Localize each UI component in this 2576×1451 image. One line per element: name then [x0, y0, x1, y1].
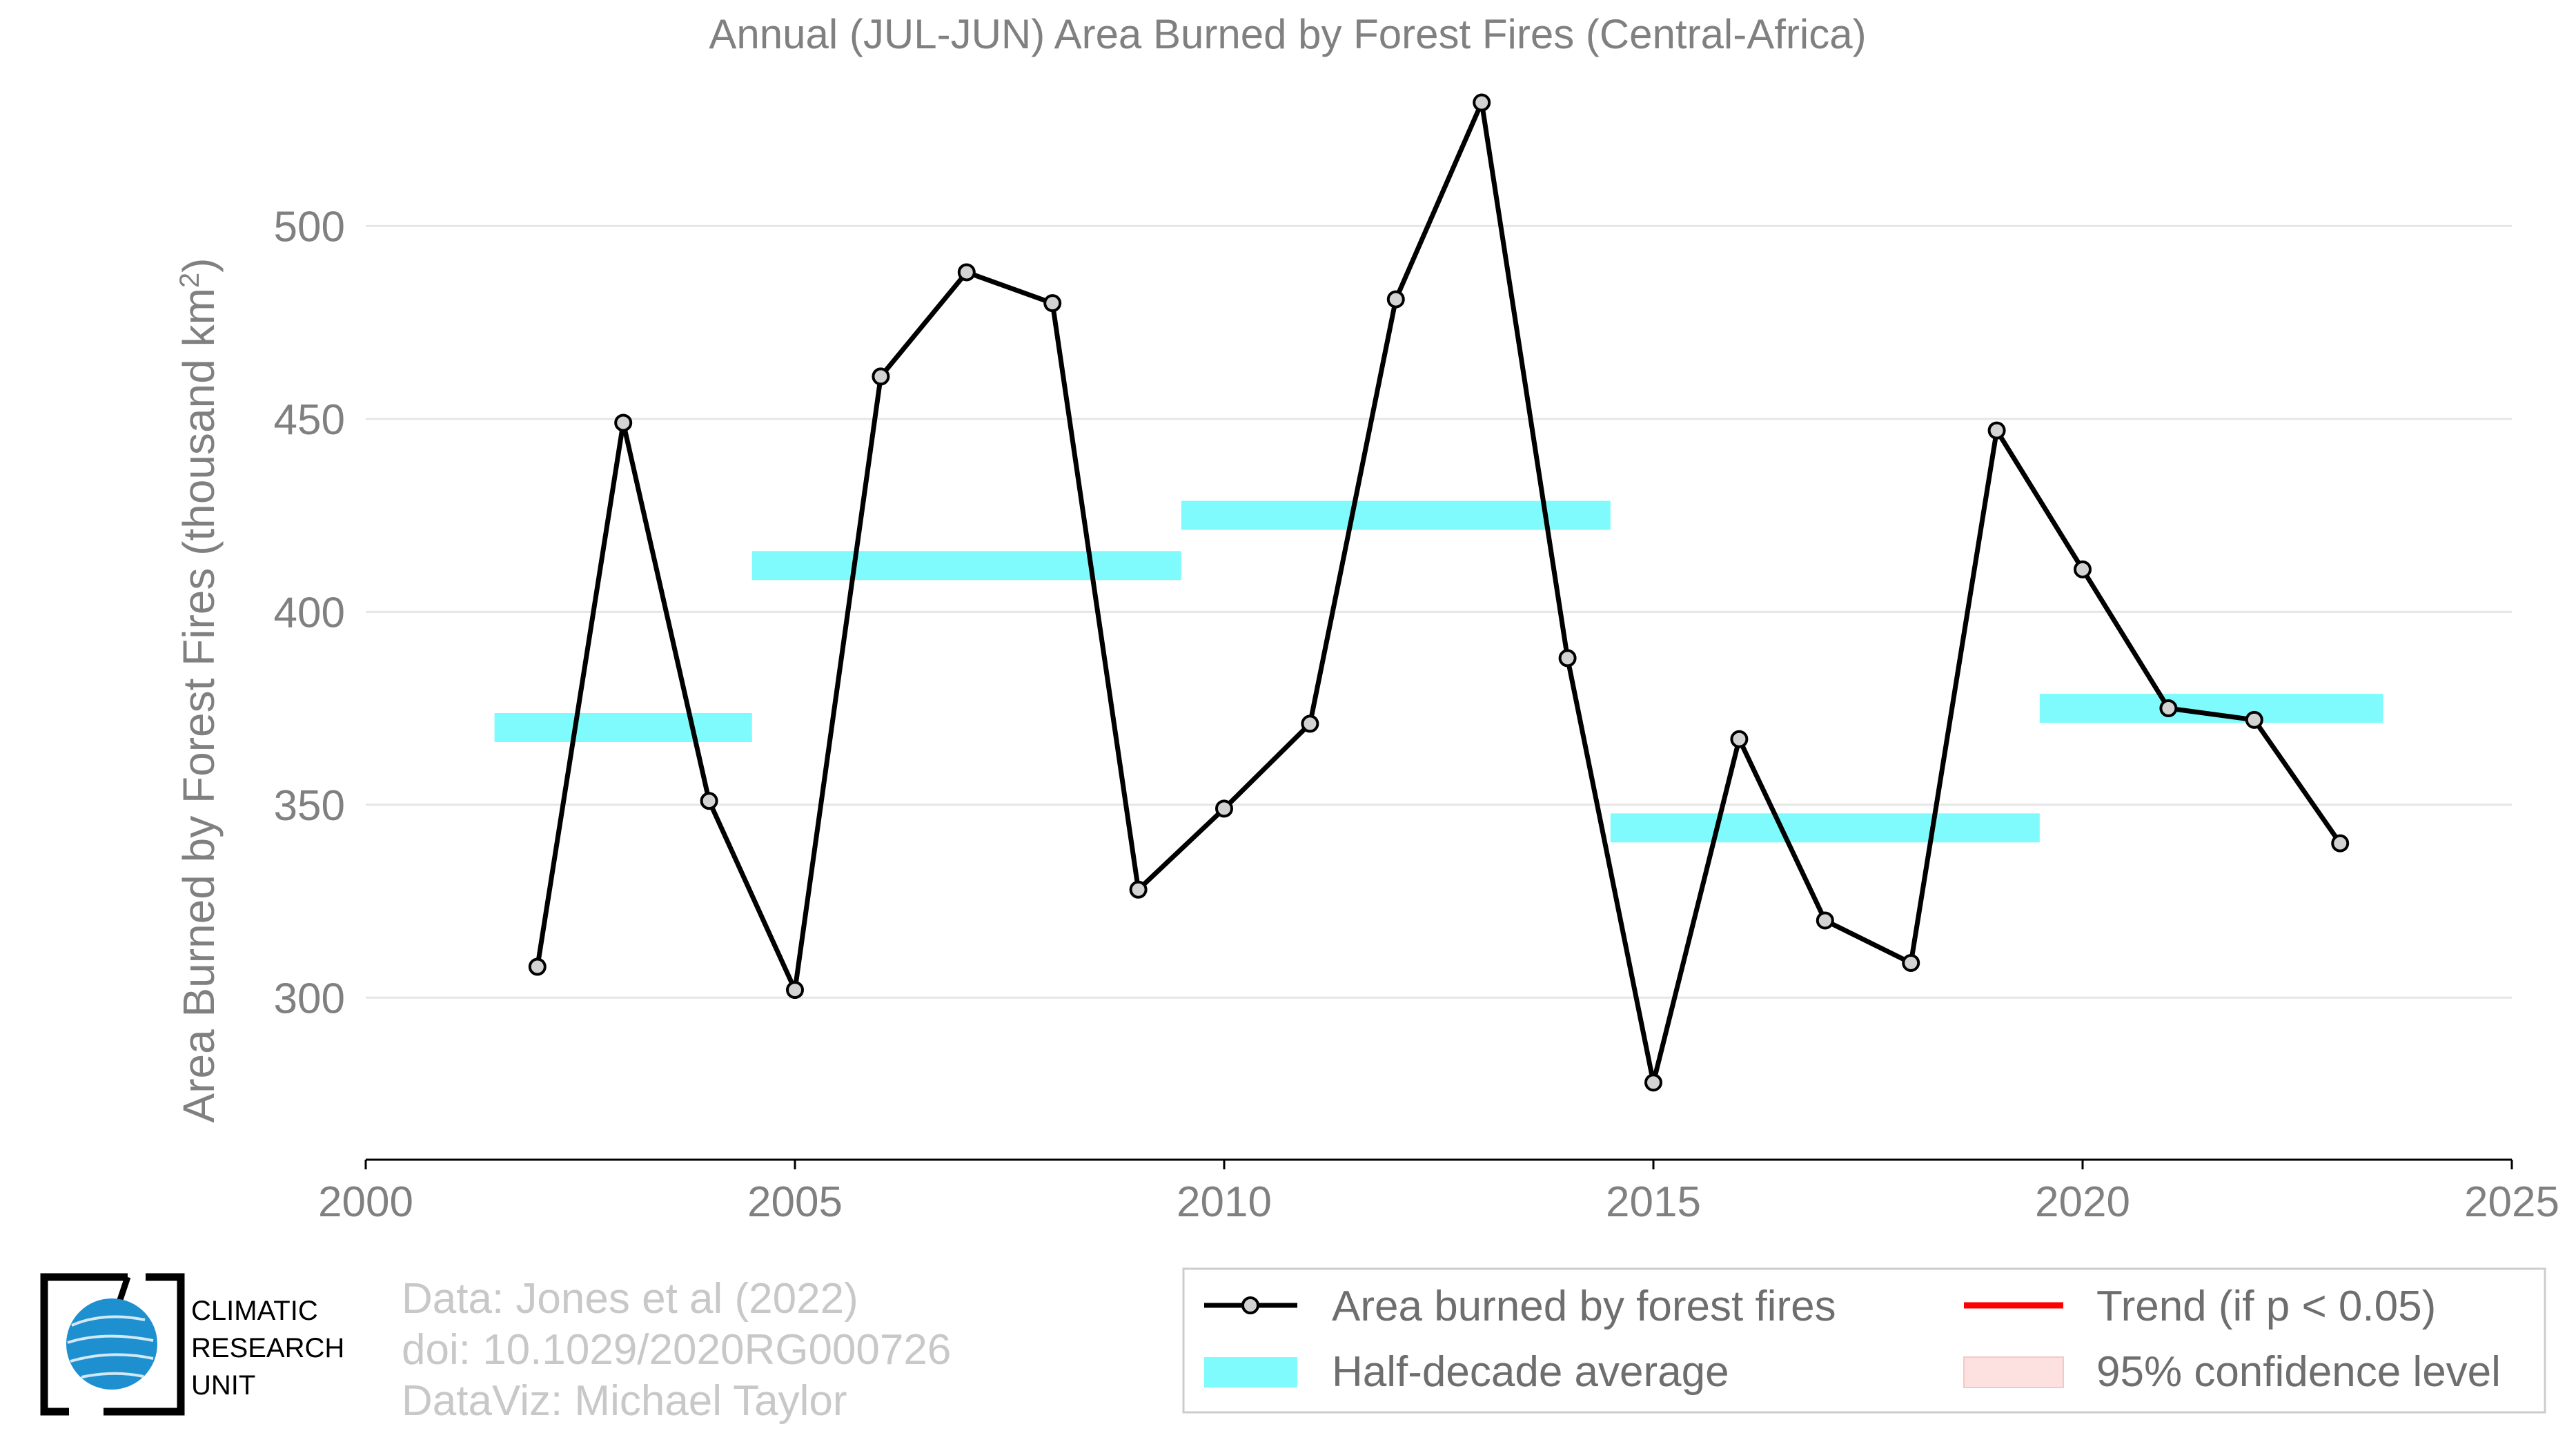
y-axis-tick-labels: 300 350 400 450 500 [274, 203, 345, 1022]
data-point-2019 [1987, 421, 2006, 440]
data-point-2002 [528, 957, 547, 976]
half-decade-average-bars [494, 500, 2383, 843]
data-point-2005 [786, 981, 804, 1000]
data-point-2017 [1816, 911, 1834, 930]
data-point-2004 [700, 792, 718, 810]
credits-data: Data: Jones et al (2022) [402, 1275, 858, 1323]
area-burned-series [528, 93, 2350, 1092]
y-tick-label-350: 350 [274, 782, 345, 830]
series-line [535, 100, 2343, 1085]
logo-text-unit: UNIT [191, 1370, 255, 1401]
half-decade-bar-0 [494, 713, 752, 742]
data-point-2011 [1301, 714, 1319, 733]
chart-title: Annual (JUL-JUN) Area Burned by Forest F… [709, 11, 1866, 57]
legend-entry-half-decade: Half-decade average [1204, 1348, 1729, 1396]
credits-dataviz: DataViz: Michael Taylor [402, 1377, 847, 1425]
data-point-2010 [1215, 799, 1233, 818]
legend: Area burned by forest fires Trend (if p … [1182, 1267, 2546, 1414]
x-tick-label-2010: 2010 [1177, 1178, 1272, 1226]
logo-text-research: RESEARCH [191, 1333, 344, 1363]
data-point-2023 [2331, 834, 2350, 853]
globe-icon [66, 1298, 157, 1390]
legend-label-area-burned: Area burned by forest fires [1332, 1283, 1836, 1330]
half-decade-bar-4 [2039, 694, 2383, 723]
y-axis-label-text: Area Burned by Forest Fires (thousand km [174, 288, 224, 1122]
data-point-2012 [1386, 290, 1405, 309]
data-point-2015 [1644, 1073, 1662, 1092]
half-decade-bar-3 [1610, 813, 2040, 843]
legend-entry-area-burned: Area burned by forest fires [1204, 1283, 1836, 1330]
x-tick-label-2000: 2000 [318, 1178, 413, 1226]
logo-bracket-right [104, 1273, 185, 1416]
x-tick-label-2015: 2015 [1606, 1178, 1701, 1226]
x-tick-label-2005: 2005 [747, 1178, 843, 1226]
legend-swatch-half-decade [1204, 1357, 1297, 1387]
logo-bracket-left [40, 1273, 128, 1416]
half-decade-bar-1 [751, 551, 1181, 581]
y-tick-label-400: 400 [274, 589, 345, 636]
data-point-2009 [1129, 880, 1148, 899]
legend-swatch-confidence [1963, 1356, 2064, 1388]
legend-entry-trend: Trend (if p < 0.05) [1964, 1283, 2436, 1330]
half-decade-bar-2 [1181, 500, 1611, 530]
y-axis-label-superscript: 2 [175, 273, 205, 288]
data-point-2003 [614, 413, 633, 432]
data-point-2014 [1558, 649, 1577, 668]
credits-doi: doi: 10.1029/2020RG000726 [402, 1326, 951, 1374]
data-point-2021 [2159, 699, 2178, 718]
x-tick-label-2025: 2025 [2464, 1178, 2559, 1226]
data-point-2013 [1473, 93, 1491, 112]
data-point-2007 [957, 263, 976, 282]
logo-text-climatic: CLIMATIC [191, 1296, 318, 1326]
grid-lines [366, 224, 2512, 999]
cru-logo: CLIMATIC RESEARCH UNIT [40, 1273, 344, 1416]
data-point-2022 [2245, 710, 2263, 729]
x-tick-label-2020: 2020 [2035, 1178, 2130, 1226]
y-tick-label-300: 300 [274, 975, 345, 1022]
data-point-2018 [1902, 953, 1920, 972]
y-axis-label: Area Burned by Forest Fires (thousand km… [174, 258, 224, 1123]
y-axis-label-suffix: ) [174, 258, 224, 273]
y-tick-label-450: 450 [274, 396, 345, 444]
y-tick-label-500: 500 [274, 203, 345, 251]
legend-label-half-decade: Half-decade average [1332, 1348, 1729, 1396]
legend-marker-area-burned [1241, 1296, 1259, 1314]
legend-label-confidence: 95% confidence level [2096, 1348, 2501, 1396]
legend-box [1182, 1267, 2546, 1414]
data-point-2006 [872, 367, 890, 386]
legend-entry-confidence: 95% confidence level [1963, 1348, 2501, 1396]
legend-label-trend: Trend (if p < 0.05) [2096, 1283, 2436, 1330]
data-point-2020 [2074, 560, 2092, 578]
data-point-2016 [1730, 730, 1749, 748]
data-point-2008 [1043, 294, 1062, 313]
x-axis-tick-labels: 2000 2005 2010 2015 2020 2025 [318, 1160, 2559, 1226]
globe-contour-icon [67, 1315, 154, 1379]
